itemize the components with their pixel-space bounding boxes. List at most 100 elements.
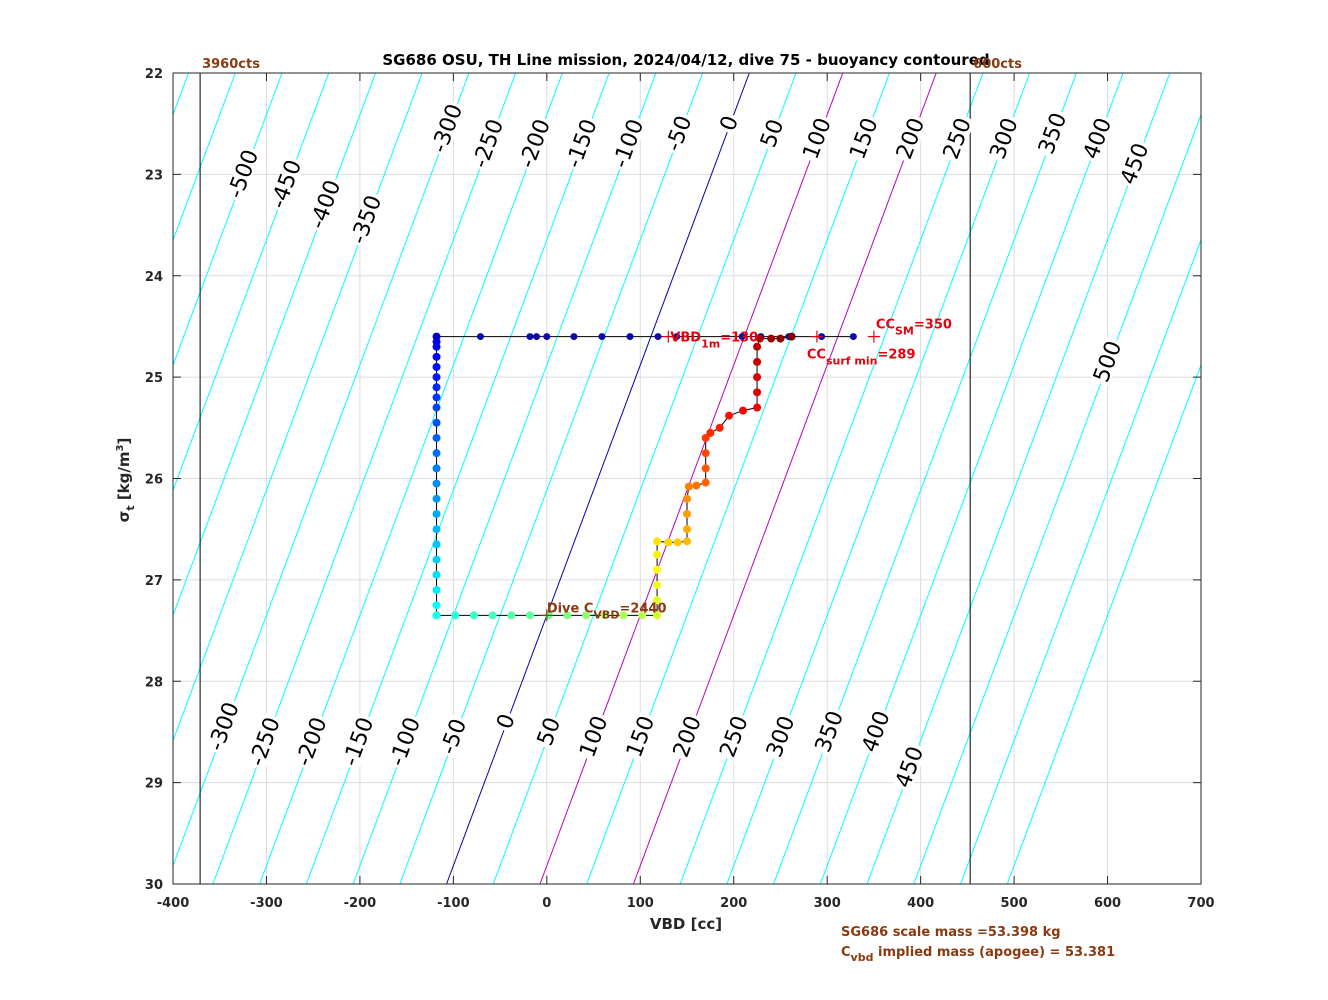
dive-point bbox=[664, 538, 673, 547]
footer-implied-mass: Cvbd implied mass (apogee) = 53.381 bbox=[841, 945, 1115, 964]
dive-point bbox=[432, 540, 441, 549]
dive-point bbox=[432, 611, 441, 620]
dive-point bbox=[653, 611, 662, 620]
vbd-limit-lines bbox=[199, 73, 971, 884]
dive-point bbox=[692, 481, 701, 490]
contour-label-background bbox=[307, 176, 345, 234]
contour-label-background bbox=[438, 714, 471, 759]
x-tick-label: 100 bbox=[627, 896, 654, 911]
surface-point bbox=[654, 333, 662, 341]
dive-point bbox=[432, 342, 441, 351]
contour-line bbox=[446, 73, 750, 884]
cc-sm-label: CCSM=350 bbox=[876, 318, 952, 338]
contour-label-background bbox=[940, 113, 975, 164]
dive-point bbox=[787, 332, 796, 341]
dive-point bbox=[432, 449, 441, 458]
x-tick-label: 300 bbox=[814, 896, 841, 911]
y-tick-label: 25 bbox=[145, 371, 163, 386]
contour-line bbox=[173, 73, 236, 242]
dive-point bbox=[488, 611, 497, 620]
surface-point bbox=[673, 333, 681, 341]
y-tick-label: 24 bbox=[145, 270, 163, 285]
contour-label-background bbox=[470, 115, 508, 173]
x-tick-label: 600 bbox=[1094, 896, 1121, 911]
contour-label-background bbox=[1081, 113, 1116, 164]
dive-point bbox=[432, 373, 441, 382]
y-tick-label: 29 bbox=[145, 777, 163, 792]
dive-point bbox=[432, 570, 441, 579]
x-tick-label: 500 bbox=[1001, 896, 1028, 911]
dive-point bbox=[432, 393, 441, 402]
contour-label-background bbox=[894, 113, 929, 164]
contour-label-background bbox=[1118, 139, 1153, 189]
dive-point bbox=[653, 565, 662, 574]
contour-label-background bbox=[987, 113, 1022, 164]
surface-point bbox=[598, 333, 606, 341]
dive-point bbox=[683, 537, 691, 546]
dive-point bbox=[706, 428, 715, 437]
contour-line bbox=[1006, 363, 1201, 884]
contour-label-background bbox=[1036, 108, 1071, 159]
dive-point bbox=[683, 509, 691, 518]
dive-point bbox=[469, 611, 478, 620]
x-tick-label: 200 bbox=[720, 896, 747, 911]
dive-point bbox=[715, 423, 724, 432]
dive-point bbox=[755, 334, 764, 343]
contour-label-background bbox=[293, 713, 331, 771]
dive-point bbox=[683, 494, 691, 503]
surface-point bbox=[526, 333, 534, 341]
x-tick-label: 0 bbox=[542, 896, 551, 911]
y-tick-label: 22 bbox=[145, 67, 163, 82]
dive-point bbox=[739, 406, 748, 415]
x-axis-label: VBD [cc] bbox=[650, 915, 722, 933]
contour-label-background bbox=[624, 711, 659, 762]
contour-label-background bbox=[758, 115, 788, 152]
contour-label-background bbox=[563, 115, 601, 173]
dive-point bbox=[525, 611, 534, 620]
dive-point bbox=[507, 611, 516, 620]
surface-point bbox=[849, 333, 857, 341]
dive-point bbox=[432, 494, 441, 503]
chart-title: SG686 OSU, TH Line mission, 2024/04/12, … bbox=[382, 51, 989, 69]
dive-point bbox=[725, 411, 734, 420]
dive-point bbox=[701, 433, 710, 442]
contour-line bbox=[492, 73, 797, 884]
y-tick-label: 27 bbox=[145, 574, 163, 589]
x-tick-label: -300 bbox=[250, 896, 283, 911]
surface-point bbox=[476, 333, 484, 341]
dive-point bbox=[684, 482, 693, 491]
dive-point bbox=[432, 555, 441, 564]
dive-point bbox=[638, 611, 647, 620]
y-tick-label: 30 bbox=[145, 878, 163, 893]
dive-point bbox=[432, 433, 441, 442]
contour-label-background bbox=[225, 145, 263, 203]
contour-line bbox=[913, 113, 1201, 884]
dive-point bbox=[432, 362, 441, 371]
dive-point bbox=[683, 525, 691, 534]
contour-label-background bbox=[800, 113, 835, 164]
contour-label-background bbox=[610, 115, 648, 173]
dive-point bbox=[753, 388, 762, 397]
surface-point bbox=[626, 333, 634, 341]
contour-label-background bbox=[247, 713, 284, 771]
y-tick-label: 28 bbox=[145, 675, 163, 690]
vbd-1m-label: VBD1m=130 bbox=[670, 331, 758, 351]
grid bbox=[172, 72, 1202, 885]
axis-ticks: -400 -300 -200 -100 0 100 200 300 400 500 600 700 22… bbox=[145, 67, 1215, 911]
dive-point bbox=[701, 449, 710, 458]
contour-label-background bbox=[494, 709, 519, 734]
contour-line bbox=[173, 73, 283, 367]
contour-label-background bbox=[206, 698, 243, 756]
surface-point bbox=[533, 333, 541, 341]
contour-label-background bbox=[577, 711, 612, 762]
dive-point bbox=[563, 611, 572, 620]
y-tick-label: 23 bbox=[145, 168, 163, 183]
contour-label-background bbox=[893, 742, 928, 793]
contour-label-background bbox=[764, 711, 799, 762]
contour-line bbox=[0, 73, 95, 884]
contour-label-background bbox=[268, 155, 305, 213]
dive-point bbox=[653, 596, 662, 605]
dive-point bbox=[776, 334, 785, 343]
dive-point bbox=[432, 418, 441, 427]
